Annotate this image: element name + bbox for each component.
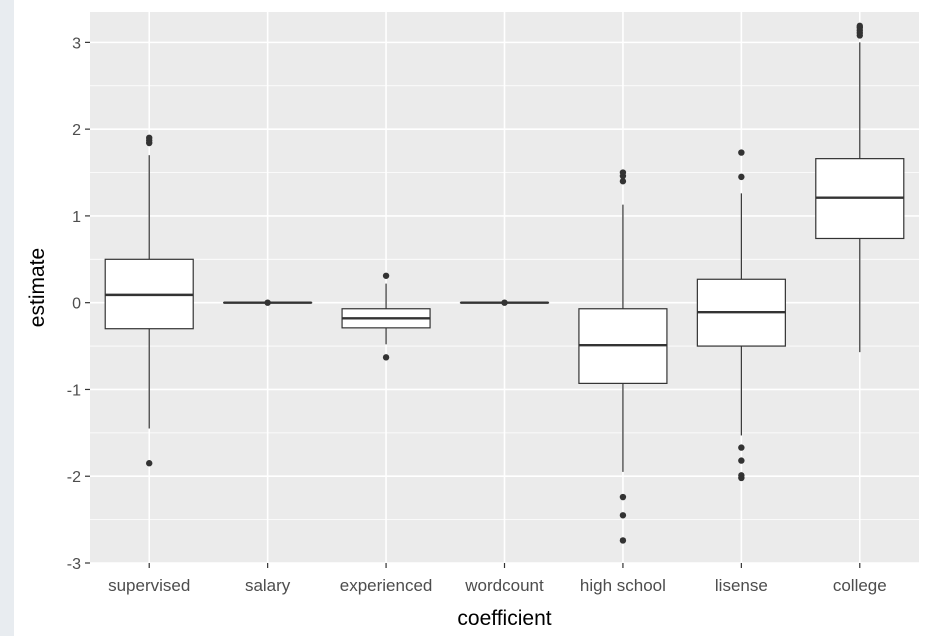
x-tick-label: salary [245,576,291,595]
y-tick-label: -1 [67,382,81,399]
box-experienced [341,272,431,361]
outlier-point [738,149,745,156]
y-tick-label: 3 [72,35,81,52]
x-tick-label: high school [580,576,666,595]
box-wordcount [459,299,550,306]
outlier-point [264,299,271,306]
outlier-point [382,354,390,361]
outlier-point [382,272,390,279]
outlier-point [738,457,745,464]
box-high-school [578,169,668,544]
page-left-band [0,0,14,636]
outlier-point [619,512,627,519]
x-tick-label: wordcount [464,576,544,595]
box-lisense [696,149,786,482]
x-tick-label: experienced [340,576,433,595]
y-tick-label: -2 [67,469,81,486]
outlier-point [738,444,745,451]
y-tick-label: 0 [72,296,81,313]
outlier-point [738,472,745,479]
outlier-point [619,493,627,501]
x-axis-title: coefficient [457,607,551,630]
axes: -3 -2 -1 0 1 2 3 supervised salary experienced wor… [67,35,887,595]
x-tick-label: college [833,576,887,595]
box-supervised [104,134,194,467]
y-tick-label: 2 [72,122,81,139]
outlier-point [501,299,508,306]
box-salary [223,299,313,306]
box-college [815,22,905,353]
outlier-point [856,22,863,30]
outlier-point [619,169,627,176]
y-tick-label: -3 [67,556,81,573]
outlier-point [619,178,627,185]
outlier-point [619,537,627,544]
outlier-point [146,460,153,467]
y-axis-title: estimate [26,248,49,327]
y-tick-label: 1 [72,209,81,226]
outlier-point [146,134,153,142]
x-tick-label: lisense [715,576,768,595]
boxes [104,22,905,544]
outlier-point [738,173,745,181]
x-tick-label: supervised [108,576,190,595]
